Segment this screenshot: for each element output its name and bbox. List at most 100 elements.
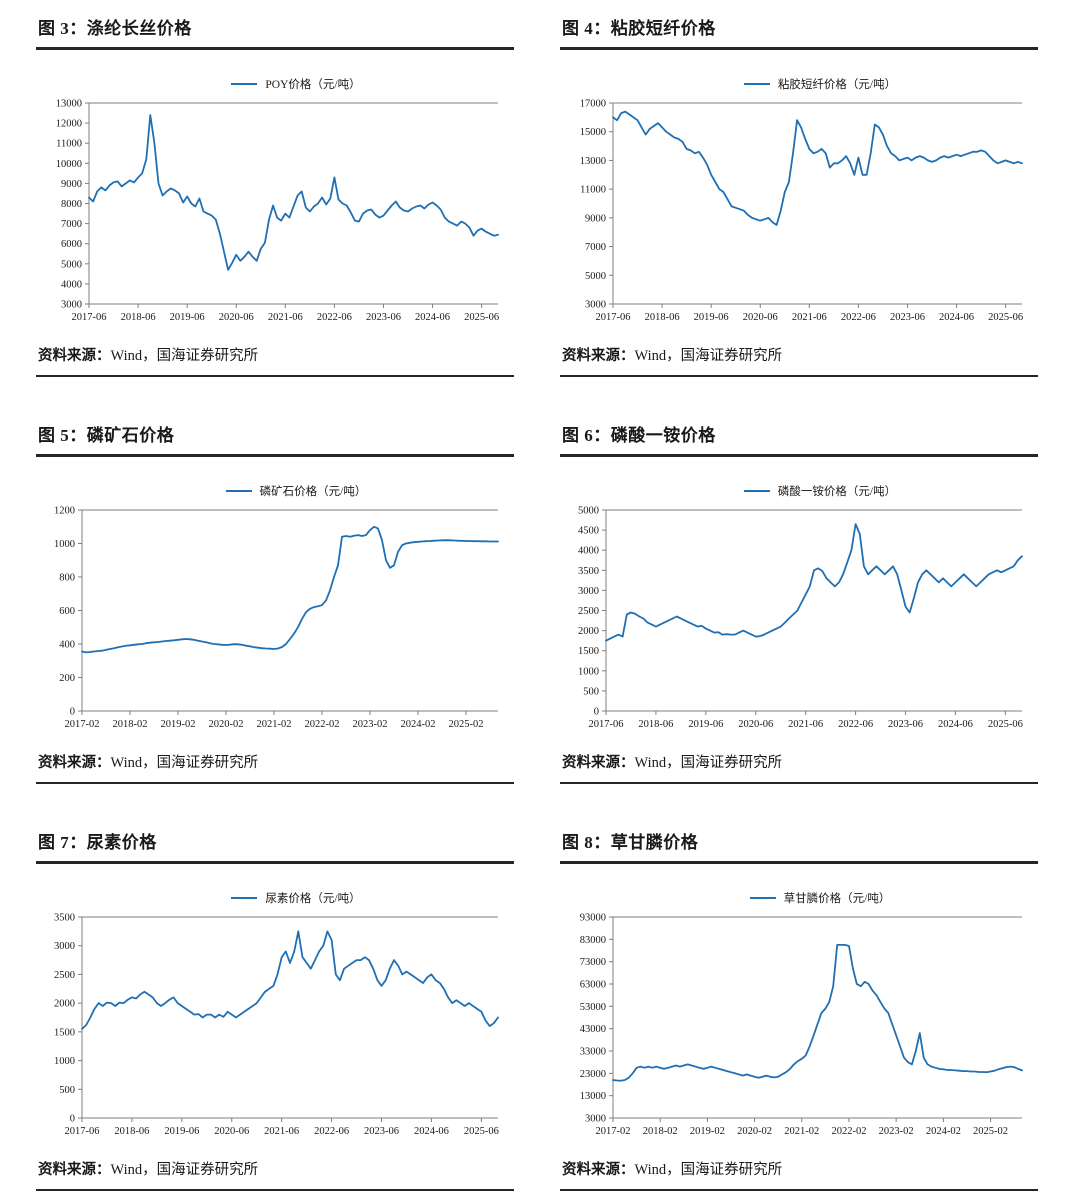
- svg-text:0: 0: [70, 707, 75, 718]
- svg-text:7000: 7000: [61, 219, 82, 230]
- svg-text:2017-06: 2017-06: [596, 312, 631, 323]
- svg-text:11000: 11000: [580, 185, 606, 196]
- source-label: 资料来源：: [562, 348, 635, 364]
- svg-text:73000: 73000: [580, 957, 606, 968]
- svg-text:2018-06: 2018-06: [114, 1126, 149, 1137]
- svg-text:2024-02: 2024-02: [401, 719, 436, 730]
- chart-legend: POY价格（元/吨）: [36, 76, 514, 92]
- source-label: 资料来源：: [38, 1162, 111, 1178]
- svg-text:1000: 1000: [578, 666, 599, 677]
- svg-text:2022-06: 2022-06: [314, 1126, 349, 1137]
- svg-text:2022-02: 2022-02: [305, 719, 340, 730]
- svg-text:3000: 3000: [61, 300, 82, 311]
- svg-text:12000: 12000: [56, 119, 82, 130]
- svg-text:2022-02: 2022-02: [831, 1126, 866, 1137]
- legend-line-swatch-icon: [225, 490, 252, 492]
- figure-title: 图 8：草甘膦价格: [560, 826, 1038, 864]
- svg-text:2025-06: 2025-06: [988, 719, 1023, 730]
- source-text: Wind，国海证券研究所: [110, 348, 259, 364]
- svg-text:9000: 9000: [585, 213, 606, 224]
- svg-text:2024-06: 2024-06: [939, 312, 974, 323]
- svg-text:3500: 3500: [578, 566, 599, 577]
- svg-text:400: 400: [59, 640, 75, 651]
- svg-text:2023-02: 2023-02: [879, 1126, 914, 1137]
- svg-text:2021-06: 2021-06: [264, 1126, 299, 1137]
- svg-text:2019-02: 2019-02: [161, 719, 196, 730]
- svg-text:2023-06: 2023-06: [364, 1126, 399, 1137]
- svg-text:1500: 1500: [54, 1027, 75, 1038]
- svg-text:13000: 13000: [580, 156, 606, 167]
- figure-4: 图 4：粘胶短纤价格 粘胶短纤价格（元/吨） 3000 5000 7000 9000 1…: [560, 12, 1038, 377]
- svg-text:600: 600: [59, 606, 75, 617]
- svg-text:4000: 4000: [578, 546, 599, 557]
- svg-text:2023-02: 2023-02: [353, 719, 388, 730]
- source-text: Wind，国海证券研究所: [634, 755, 783, 771]
- source-text: Wind，国海证券研究所: [110, 755, 259, 771]
- svg-text:2000: 2000: [578, 626, 599, 637]
- legend-label: POY价格（元/吨）: [265, 79, 361, 91]
- svg-text:2021-02: 2021-02: [257, 719, 292, 730]
- svg-text:53000: 53000: [580, 1002, 606, 1013]
- monoammonium-phosphate-price-chart: 0 500 1000 1500 2000 2500 3000 3500 4000 4500 5000…: [578, 506, 1023, 730]
- source-note: 资料来源：Wind，国海证券研究所: [36, 751, 514, 784]
- polyester-poy-price-chart: 3000 4000 5000 6000 7000 8000 9000 10000 11000 12…: [56, 99, 499, 324]
- figure-8: 图 8：草甘膦价格 草甘膦价格（元/吨） 3000 13000 23000 33000…: [560, 826, 1038, 1191]
- glyphosate-price-chart: 3000 13000 23000 33000 43000 53000 63000 73000 8…: [580, 913, 1023, 1137]
- svg-text:2019-06: 2019-06: [170, 312, 205, 323]
- svg-text:3000: 3000: [54, 941, 75, 952]
- source-note: 资料来源：Wind，国海证券研究所: [560, 344, 1038, 377]
- svg-text:1000: 1000: [54, 539, 75, 550]
- svg-text:63000: 63000: [580, 980, 606, 991]
- svg-text:2017-02: 2017-02: [596, 1126, 631, 1137]
- svg-text:2018-06: 2018-06: [638, 719, 673, 730]
- source-label: 资料来源：: [562, 755, 635, 771]
- svg-text:8000: 8000: [61, 199, 82, 210]
- svg-text:1500: 1500: [578, 646, 599, 657]
- svg-text:3000: 3000: [585, 300, 606, 311]
- figure-title: 图 6：磷酸一铵价格: [560, 419, 1038, 457]
- svg-text:500: 500: [59, 1085, 75, 1096]
- figure-7: 图 7：尿素价格 尿素价格（元/吨） 0 500 1000 1500 2000 2500 3…: [36, 826, 514, 1191]
- legend-line-swatch-icon: [743, 490, 770, 492]
- chart-legend: 尿素价格（元/吨）: [36, 890, 514, 906]
- svg-text:500: 500: [583, 686, 599, 697]
- svg-text:83000: 83000: [580, 935, 606, 946]
- legend-label: 磷酸一铵价格（元/吨）: [777, 486, 897, 498]
- svg-text:2000: 2000: [54, 999, 75, 1010]
- svg-text:3000: 3000: [578, 586, 599, 597]
- svg-text:9000: 9000: [61, 179, 82, 190]
- svg-text:2021-06: 2021-06: [792, 312, 827, 323]
- legend-line-swatch-icon: [231, 897, 258, 899]
- figure-title: 图 5：磷矿石价格: [36, 419, 514, 457]
- source-note: 资料来源：Wind，国海证券研究所: [36, 344, 514, 377]
- svg-text:2021-02: 2021-02: [784, 1126, 819, 1137]
- svg-text:4000: 4000: [61, 279, 82, 290]
- svg-text:2020-02: 2020-02: [737, 1126, 772, 1137]
- source-label: 资料来源：: [562, 1162, 635, 1178]
- svg-text:0: 0: [70, 1114, 75, 1125]
- svg-text:2025-06: 2025-06: [988, 312, 1023, 323]
- svg-text:800: 800: [59, 573, 75, 584]
- svg-text:11000: 11000: [56, 139, 82, 150]
- svg-text:2019-06: 2019-06: [164, 1126, 199, 1137]
- svg-text:15000: 15000: [580, 127, 606, 138]
- svg-text:2024-06: 2024-06: [415, 312, 450, 323]
- svg-text:6000: 6000: [61, 239, 82, 250]
- svg-text:2023-06: 2023-06: [366, 312, 401, 323]
- figure-5: 图 5：磷矿石价格 磷矿石价格（元/吨） 0 200 400 600 800 1000 12…: [36, 419, 514, 784]
- svg-text:2022-06: 2022-06: [317, 312, 352, 323]
- svg-text:5000: 5000: [61, 259, 82, 270]
- svg-text:2500: 2500: [578, 606, 599, 617]
- svg-text:13000: 13000: [56, 99, 82, 110]
- svg-text:93000: 93000: [580, 913, 606, 924]
- svg-text:2017-06: 2017-06: [72, 312, 107, 323]
- svg-text:0: 0: [594, 707, 599, 718]
- figure-6: 图 6：磷酸一铵价格 磷酸一铵价格（元/吨） 0 500 1000 1500 2000 2…: [560, 419, 1038, 784]
- svg-text:2024-06: 2024-06: [414, 1126, 449, 1137]
- svg-text:43000: 43000: [580, 1024, 606, 1035]
- svg-text:2018-02: 2018-02: [113, 719, 148, 730]
- svg-text:2021-06: 2021-06: [788, 719, 823, 730]
- legend-line-swatch-icon: [743, 83, 770, 85]
- source-text: Wind，国海证券研究所: [634, 1162, 783, 1178]
- phosphate-rock-price-chart: 0 200 400 600 800 1000 1200 2017-02 2018-02 2019-…: [54, 506, 499, 730]
